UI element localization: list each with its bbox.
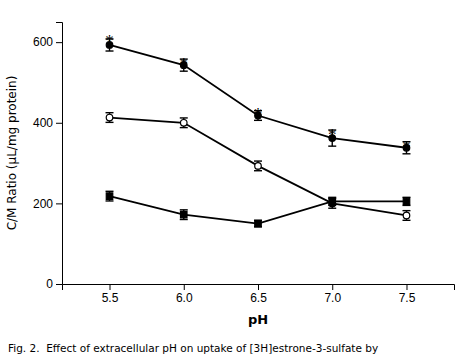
error-bar-cap [180,219,188,220]
marker [403,212,410,219]
x-axis-line [63,285,455,291]
error-bar-cap [254,170,262,171]
x-tick-mark [406,284,407,290]
x-tick-mark [332,284,333,290]
error-bar [106,113,114,123]
x-tick-label: 6.0 [176,291,193,305]
y-axis-line [56,23,63,285]
chart: 5.5 6.0 6.5 7.0 7.5 0 200 400 600 * * * * * pH C/M Rati… [0,0,474,362]
x-axis-title: pH [248,312,268,327]
x-tick-label: 5.5 [102,291,119,305]
y-tick: 0 [46,277,62,291]
error-bar [328,197,336,205]
error-bar-cap [106,122,114,123]
x-tick: 6.5 [250,284,267,305]
series-group [106,39,411,227]
error-bar [254,161,262,171]
marker [180,119,187,126]
annotation: * [402,137,411,156]
series [106,113,411,221]
y-tick-mark [56,123,62,124]
annotation: * [254,104,263,123]
error-bar [328,199,336,209]
error-bar-cap [328,208,336,209]
error-bar-cap [106,191,114,192]
y-tick-label: 0 [46,277,53,291]
y-axis-title: C/M Ratio (μL/mg protein) [5,76,19,231]
caption: Fig. 2. Effect of extracellular pH on up… [8,342,378,354]
error-bar-cap [180,209,188,210]
x-tick: 6.0 [176,284,193,305]
marker [403,198,410,205]
error-bar [106,191,114,201]
annotation: * [328,125,337,144]
x-tick: 7.5 [399,284,416,305]
y-tick-mark [56,203,62,204]
y-tick: 200 [33,197,62,211]
x-axis: 5.5 6.0 6.5 7.0 7.5 [63,284,455,305]
y-axis: 0 200 400 600 [33,23,63,292]
error-bar [180,210,188,220]
marker [106,193,113,200]
series [106,39,411,154]
y-tick-label: 400 [33,116,53,130]
x-tick: 5.5 [102,284,119,305]
y-tick: 600 [33,35,62,49]
y-tick: 400 [33,116,62,130]
error-bar [180,118,188,128]
x-tick-mark [258,284,259,290]
x-tick-mark [110,284,111,290]
annotations: * * * * * [105,31,410,155]
plot: 5.5 6.0 6.5 7.0 7.5 0 200 400 600 * * * * * [33,23,455,305]
y-tick-label: 600 [33,35,53,49]
marker [181,211,188,218]
y-tick-label: 200 [33,197,53,211]
annotation: * [180,54,189,73]
annotation: * [105,31,114,50]
x-tick: 7.0 [324,284,341,305]
error-bar-cap [180,127,188,128]
error-bar-cap [180,117,188,118]
marker [329,198,336,205]
error-bar [254,220,262,226]
error-bar [402,197,410,205]
error-bar [402,211,410,221]
y-tick-mark [56,42,62,43]
error-bar-cap [106,50,114,51]
x-tick-label: 6.5 [250,291,267,305]
y-tick-mark [56,284,62,285]
series [106,191,411,226]
x-tick-label: 7.5 [399,291,416,305]
x-tick-mark [184,284,185,290]
error-bar-cap [106,200,114,201]
x-tick-label: 7.0 [324,291,341,305]
series-line [110,196,407,223]
error-bar-cap [106,112,114,113]
error-bar-cap [254,160,262,161]
error-bar-cap [402,220,410,221]
error-bar-cap [402,210,410,211]
error-bar-cap [328,145,336,146]
marker [255,220,262,227]
series-line [110,45,407,148]
marker [255,163,262,170]
marker [106,114,113,121]
